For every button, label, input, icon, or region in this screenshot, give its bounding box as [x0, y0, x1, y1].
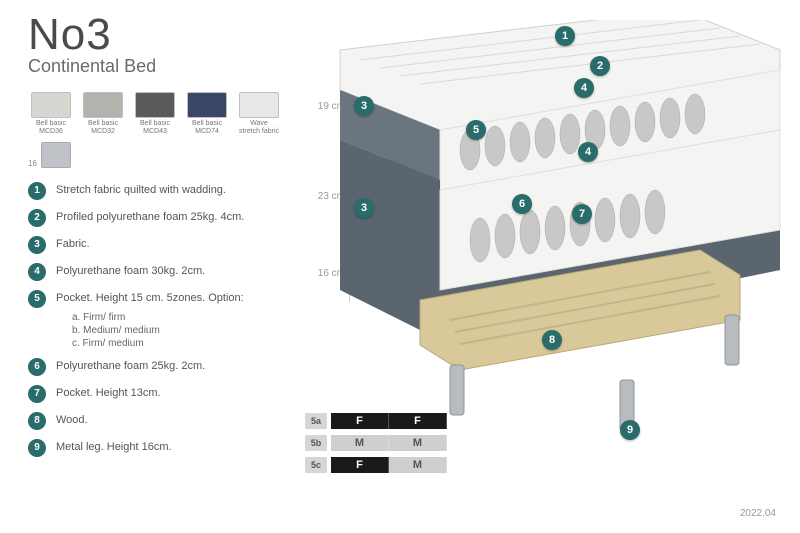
swatch-box [187, 92, 227, 118]
swatch-label: Bell basicMCD74 [192, 120, 222, 135]
title-block: No3 Continental Bed [28, 10, 156, 77]
fabric-swatch: Bell basicMCD74 [184, 92, 230, 135]
product-title: No3 [28, 10, 156, 60]
legend-text: Metal leg. Height 16cm. [56, 439, 172, 455]
fabric-swatches: Bell basicMCD36 Bell basicMCD32 Bell basic… [28, 92, 282, 135]
firmness-cell-left: M [331, 435, 389, 451]
date-stamp: 2022.04 [740, 508, 776, 519]
firmness-cell-right: F [389, 413, 447, 429]
swatch-label: Wavestretch fabric [239, 120, 279, 135]
legend-row: 1 Stretch fabric quilted with wadding. [28, 182, 298, 200]
legend-text: Polyurethane foam 30kg. 2cm. [56, 263, 205, 279]
leg-height-label: 16 [28, 159, 37, 168]
fabric-swatch: Bell basicMCD32 [80, 92, 126, 135]
legend-badge: 9 [28, 439, 46, 457]
swatch-box [135, 92, 175, 118]
legend-row: 9 Metal leg. Height 16cm. [28, 439, 298, 457]
legend-badge: 5 [28, 290, 46, 308]
firmness-badge: 5a [305, 413, 327, 429]
diagram-callout: 8 [542, 330, 562, 350]
firmness-badge: 5b [305, 435, 327, 451]
legend-sub-options: a. Firm/ firmb. Medium/ mediumc. Firm/ m… [72, 311, 298, 350]
legend-row: 5 Pocket. Height 15 cm. 5zones. Option: [28, 290, 298, 308]
legend-text: Pocket. Height 13cm. [56, 385, 161, 401]
diagram-callout: 3 [354, 198, 374, 218]
firmness-cell-left: F [331, 457, 389, 473]
legend-text: Pocket. Height 15 cm. 5zones. Option: [56, 290, 244, 306]
legend-row: 6 Polyurethane foam 25kg. 2cm. [28, 358, 298, 376]
diagram-callout: 3 [354, 96, 374, 116]
firmness-row: 5aFF [305, 412, 447, 430]
legend-text: Stretch fabric quilted with wadding. [56, 182, 226, 198]
diagram-callout: 5 [466, 120, 486, 140]
product-subtitle: Continental Bed [28, 56, 156, 77]
legend-badge: 1 [28, 182, 46, 200]
legend-badge: 3 [28, 236, 46, 254]
legend-row: 2 Profiled polyurethane foam 25kg. 4cm. [28, 209, 298, 227]
firmness-row: 5cFM [305, 456, 447, 474]
diagram-callout: 4 [578, 142, 598, 162]
firmness-row: 5bMM [305, 434, 447, 452]
legend-text: Fabric. [56, 236, 90, 252]
diagram-callout: 6 [512, 194, 532, 214]
legend-row: 3 Fabric. [28, 236, 298, 254]
legend-badge: 2 [28, 209, 46, 227]
diagram-callout: 1 [555, 26, 575, 46]
firmness-badge: 5c [305, 457, 327, 473]
legend-text: Polyurethane foam 25kg. 2cm. [56, 358, 205, 374]
legend-badge: 8 [28, 412, 46, 430]
legend-text: Wood. [56, 412, 88, 428]
fabric-swatch: Wavestretch fabric [236, 92, 282, 135]
swatch-label: Bell basicMCD36 [36, 120, 66, 135]
fabric-swatch: Bell basicMCD36 [28, 92, 74, 135]
swatch-label: Bell basicMCD32 [88, 120, 118, 135]
firmness-cell-right: M [389, 457, 447, 473]
swatch-box [31, 92, 71, 118]
firmness-option-bars: 5aFF5bMM5cFM [305, 412, 447, 478]
legend-badge: 4 [28, 263, 46, 281]
swatch-box [239, 92, 279, 118]
leg-swatch: 16 [28, 142, 71, 168]
diagram-callout: 9 [620, 420, 640, 440]
firmness-cell-right: M [389, 435, 447, 451]
fabric-swatch: Bell basicMCD43 [132, 92, 178, 135]
firmness-cell-left: F [331, 413, 389, 429]
diagram-callout: 7 [572, 204, 592, 224]
swatch-label: Bell basicMCD43 [140, 120, 170, 135]
legend-row: 8 Wood. [28, 412, 298, 430]
diagram-callout: 4 [574, 78, 594, 98]
legend-badge: 7 [28, 385, 46, 403]
legend-badge: 6 [28, 358, 46, 376]
legend-row: 7 Pocket. Height 13cm. [28, 385, 298, 403]
leg-swatch-box [41, 142, 71, 168]
swatch-box [83, 92, 123, 118]
component-legend: 1 Stretch fabric quilted with wadding. 2 Pr… [28, 182, 298, 466]
legend-row: 4 Polyurethane foam 30kg. 2cm. [28, 263, 298, 281]
diagram-callout: 2 [590, 56, 610, 76]
legend-text: Profiled polyurethane foam 25kg. 4cm. [56, 209, 244, 225]
